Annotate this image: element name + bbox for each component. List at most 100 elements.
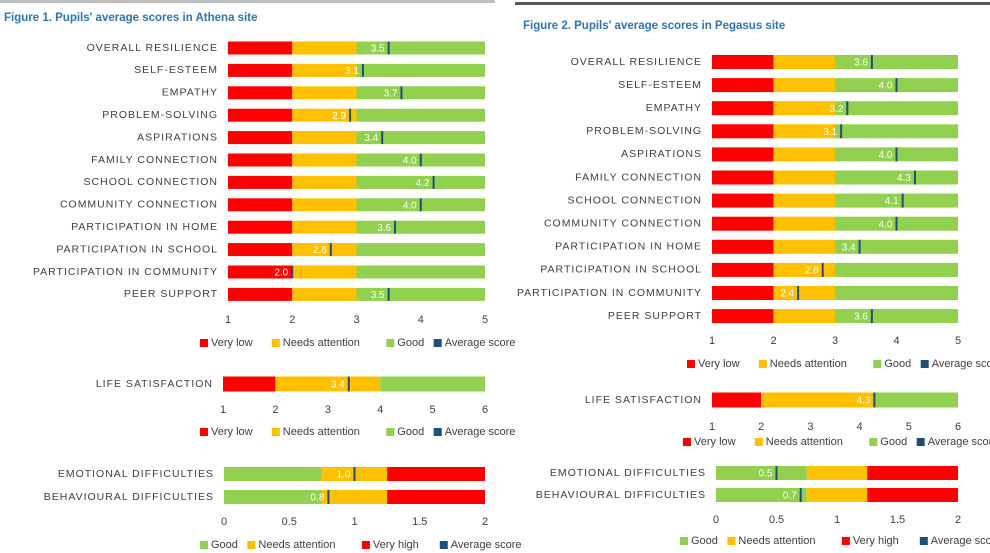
legend-label: Average score: [932, 358, 990, 370]
legend-swatch: [919, 537, 928, 545]
average-marker: [895, 216, 898, 231]
average-marker: [895, 147, 898, 162]
band-segment: [223, 376, 276, 392]
legend-label: Needs attention: [766, 436, 843, 448]
band-segment: [356, 175, 485, 189]
value-label: 3.5: [371, 44, 385, 55]
legend-label: Good: [880, 436, 907, 448]
band-segment: [773, 193, 835, 208]
x-tick-label: 2: [770, 335, 776, 347]
value-label: 4.0: [403, 200, 417, 211]
band-segment: [773, 286, 835, 300]
x-tick-label: 0: [221, 516, 227, 528]
band-segment: [712, 147, 774, 162]
average-marker: [799, 488, 802, 502]
legend-label: Average score: [445, 337, 516, 349]
band-segment: [292, 265, 357, 279]
average-marker: [394, 220, 397, 234]
band-segment: [387, 490, 485, 504]
x-tick-label: 2: [955, 514, 961, 526]
band-segment: [835, 55, 958, 69]
x-tick-label: 6: [955, 421, 961, 433]
value-label: 4.3: [856, 396, 870, 407]
band-segment: [356, 131, 485, 145]
band-segment: [228, 86, 293, 100]
x-tick-label: 1: [834, 514, 840, 526]
category-label: PARTICIPATION IN COMMUNITY: [517, 287, 702, 299]
category-label: ASPIRATIONS: [137, 131, 218, 143]
average-marker: [349, 108, 352, 122]
band-segment: [228, 265, 293, 279]
category-label: COMMUNITY CONNECTION: [60, 199, 218, 211]
average-marker: [873, 392, 876, 408]
band-segment: [712, 216, 774, 231]
legend-swatch: [873, 360, 882, 368]
x-tick-label: 6: [482, 404, 488, 416]
average-marker: [419, 153, 422, 167]
band-segment: [806, 488, 868, 502]
average-marker: [353, 467, 356, 481]
band-segment: [712, 262, 774, 277]
band-segment: [228, 243, 293, 257]
band-segment: [773, 124, 835, 139]
x-tick-label: 0: [713, 514, 719, 526]
band-segment: [773, 309, 835, 324]
legend-label: Good: [211, 539, 238, 551]
category-label: BEHAVIOURAL DIFFICULTIES: [44, 491, 214, 503]
x-tick-label: 1.5: [412, 516, 427, 528]
category-label: ASPIRATIONS: [621, 148, 702, 160]
category-label: EMOTIONAL DIFFICULTIES: [550, 467, 706, 479]
band-segment: [224, 467, 322, 481]
legend-swatch: [433, 339, 442, 347]
average-marker: [895, 78, 898, 93]
band-segment: [712, 392, 762, 408]
legend-label: Good: [397, 426, 424, 438]
value-label: 0.5: [759, 469, 773, 480]
band-segment: [356, 86, 485, 100]
category-label: OVERALL RESILIENCE: [571, 56, 702, 68]
x-tick-label: 3: [807, 421, 813, 433]
average-marker: [870, 55, 873, 69]
x-tick-label: 1.5: [890, 514, 905, 526]
value-label: 2.6: [313, 245, 327, 256]
x-tick-label: 3: [832, 335, 838, 347]
value-label: 0.8: [310, 493, 324, 504]
x-tick-label: 2: [289, 314, 295, 326]
value-label: 1.0: [337, 470, 351, 481]
average-marker: [858, 239, 861, 254]
category-label: PARTICIPATION IN SCHOOL: [540, 264, 702, 276]
band-segment: [835, 239, 958, 254]
band-segment: [712, 286, 774, 300]
band-segment: [773, 55, 835, 69]
band-segment: [712, 193, 774, 208]
value-label: 4.0: [879, 150, 893, 161]
value-label: 0.7: [783, 491, 797, 502]
legend-swatch: [920, 360, 929, 368]
band-segment: [224, 490, 322, 504]
category-label: SCHOOL CONNECTION: [84, 176, 218, 188]
category-label: PARTICIPATION IN HOME: [555, 241, 702, 253]
category-label: SELF-ESTEEM: [618, 79, 702, 91]
legend-label: Good: [884, 358, 911, 370]
x-tick-label: 3: [353, 314, 359, 326]
band-segment: [292, 153, 357, 167]
value-label: 3.6: [854, 312, 868, 323]
value-label: 3.2: [829, 104, 843, 115]
band-segment: [712, 55, 774, 69]
legend-label: Average score: [928, 436, 990, 448]
category-label: FAMILY CONNECTION: [575, 171, 702, 183]
value-label: 3.6: [854, 58, 868, 69]
band-segment: [712, 124, 774, 139]
value-label: 4.0: [879, 81, 893, 92]
band-segment: [387, 467, 485, 481]
average-marker: [775, 466, 778, 480]
band-segment: [380, 376, 485, 392]
category-label: PARTICIPATION IN COMMUNITY: [33, 266, 218, 278]
value-label: 3.4: [331, 380, 345, 391]
x-tick-label: 5: [955, 335, 961, 347]
band-segment: [773, 262, 835, 277]
band-segment: [773, 147, 835, 162]
legend-swatch: [271, 428, 280, 436]
band-segment: [712, 170, 774, 185]
